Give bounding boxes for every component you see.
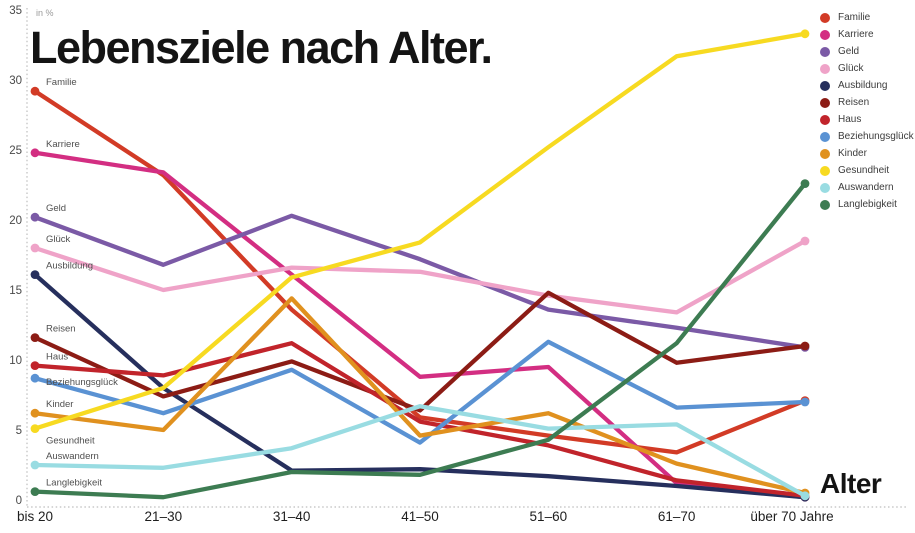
x-tick-label-51-60: 51–60 [530, 509, 568, 524]
series-endpoint-ausbildung [30, 270, 40, 279]
legend-item-kinder: Kinder [820, 145, 915, 162]
legend-swatch-langlebigkeit [820, 199, 830, 210]
series-label-langlebigkeit: Langlebigkeit [46, 478, 102, 489]
legend-label-kinder: Kinder [838, 148, 867, 159]
y-tick-label-30: 30 [9, 75, 22, 87]
unit-note: in % [36, 8, 54, 18]
series-label-beziehungsgluck: Beziehungsglück [46, 377, 118, 388]
series-line-gluck [32, 238, 808, 315]
series-line-beziehungsgluck [32, 339, 808, 445]
legend-label-langlebigkeit: Langlebigkeit [838, 199, 897, 210]
y-tick-label-10: 10 [9, 355, 22, 367]
series-endpoint-karriere [30, 148, 40, 158]
series-endpoint-gesundheit [30, 424, 40, 433]
series-line-reisen [32, 290, 808, 413]
series-line-gesundheit [32, 31, 808, 431]
legend-label-reisen: Reisen [838, 97, 870, 108]
legend-item-beziehungsgluck: Beziehungsglück [820, 128, 915, 145]
chart-title: Lebensziele nach Alter. [30, 22, 493, 73]
series-line-haus [32, 341, 808, 498]
legend-swatch-beziehungsgluck [820, 131, 830, 142]
y-tick-label-25: 25 [9, 145, 22, 157]
legend-item-karriere: Karriere [820, 26, 915, 43]
legend-item-geld: Geld [820, 43, 915, 60]
series-endpoint-gluck [30, 243, 40, 253]
series-endpoint-auswandern [30, 460, 40, 470]
x-tick-label-uber-70-jahre: über 70 Jahre [750, 509, 833, 524]
series-endpoint-haus [30, 361, 40, 370]
legend-label-familie: Familie [838, 12, 871, 23]
series-line-kinder [32, 296, 808, 496]
series-line-auswandern [32, 404, 808, 498]
series-endpoint-beziehungsgluck [30, 373, 40, 383]
series-endpoint-langlebigkeit [30, 487, 40, 496]
y-tick-label-5: 5 [16, 425, 22, 437]
series-endpoint-auswandern [800, 491, 810, 501]
legend-swatch-ausbildung [820, 80, 830, 91]
series-endpoint-gluck [800, 236, 810, 246]
series-endpoint-familie [30, 86, 40, 96]
legend-swatch-kinder [820, 148, 830, 159]
legend-item-gluck: Glück [820, 60, 915, 77]
series-endpoint-reisen [800, 341, 810, 351]
legend-label-gesundheit: Gesundheit [838, 165, 890, 176]
legend-label-geld: Geld [838, 46, 860, 57]
legend-swatch-haus [820, 114, 830, 125]
legend-swatch-geld [820, 46, 830, 57]
series-endpoint-kinder [30, 408, 40, 418]
y-tick-label-15: 15 [9, 285, 22, 297]
legend-item-auswandern: Auswandern [820, 179, 915, 196]
series-label-reisen: Reisen [46, 324, 76, 335]
x-tick-label-31-40: 31–40 [273, 509, 311, 524]
series-line-langlebigkeit [32, 181, 808, 500]
legend-swatch-auswandern [820, 182, 830, 193]
legend-item-reisen: Reisen [820, 94, 915, 111]
legend-swatch-reisen [820, 97, 830, 108]
y-tick-label-20: 20 [9, 215, 22, 227]
legend-label-ausbildung: Ausbildung [838, 80, 888, 91]
y-tick-label-0: 0 [16, 495, 22, 507]
series-label-auswandern: Auswandern [46, 451, 99, 462]
xaxis-title: Alter [820, 468, 882, 499]
x-tick-label-41-50: 41–50 [401, 509, 439, 524]
series-label-haus: Haus [46, 352, 68, 363]
series-line-karriere [32, 150, 808, 500]
x-tick-label-21-30: 21–30 [145, 509, 183, 524]
series-label-gluck: Glück [46, 234, 71, 245]
legend-swatch-karriere [820, 29, 830, 40]
series-line-ausbildung [32, 272, 808, 500]
legend-label-auswandern: Auswandern [838, 182, 894, 193]
x-tick-label-bis-20: bis 20 [17, 509, 53, 524]
series-label-geld: Geld [46, 203, 66, 214]
legend-item-langlebigkeit: Langlebigkeit [820, 196, 915, 213]
series-endpoint-reisen [30, 333, 40, 342]
series-endpoint-langlebigkeit [800, 179, 810, 189]
legend-label-beziehungsgluck: Beziehungsglück [838, 131, 914, 142]
legend: Familie Karriere Geld Glück Ausbildung Reisen… [820, 9, 915, 213]
legend-item-gesundheit: Gesundheit [820, 162, 915, 179]
x-tick-label-61-70: 61–70 [658, 509, 696, 524]
series-label-gesundheit: Gesundheit [46, 436, 95, 447]
legend-item-familie: Familie [820, 9, 915, 26]
y-tick-label-35: 35 [9, 5, 22, 17]
legend-item-ausbildung: Ausbildung [820, 77, 915, 94]
series-endpoint-gesundheit [800, 29, 810, 39]
series-label-karriere: Karriere [46, 139, 80, 150]
legend-label-haus: Haus [838, 114, 862, 125]
series-label-familie: Familie [46, 77, 77, 88]
series-label-kinder: Kinder [46, 399, 73, 410]
legend-item-haus: Haus [820, 111, 915, 128]
legend-label-gluck: Glück [838, 63, 864, 74]
series-endpoint-beziehungsgluck [800, 397, 810, 407]
series-label-ausbildung: Ausbildung [46, 261, 93, 272]
legend-swatch-gesundheit [820, 165, 830, 176]
series-line-familie [32, 89, 808, 455]
series-endpoint-geld [30, 212, 40, 222]
legend-label-karriere: Karriere [838, 29, 874, 40]
series-line-geld [32, 213, 808, 350]
legend-swatch-gluck [820, 63, 830, 74]
legend-swatch-familie [820, 12, 830, 23]
